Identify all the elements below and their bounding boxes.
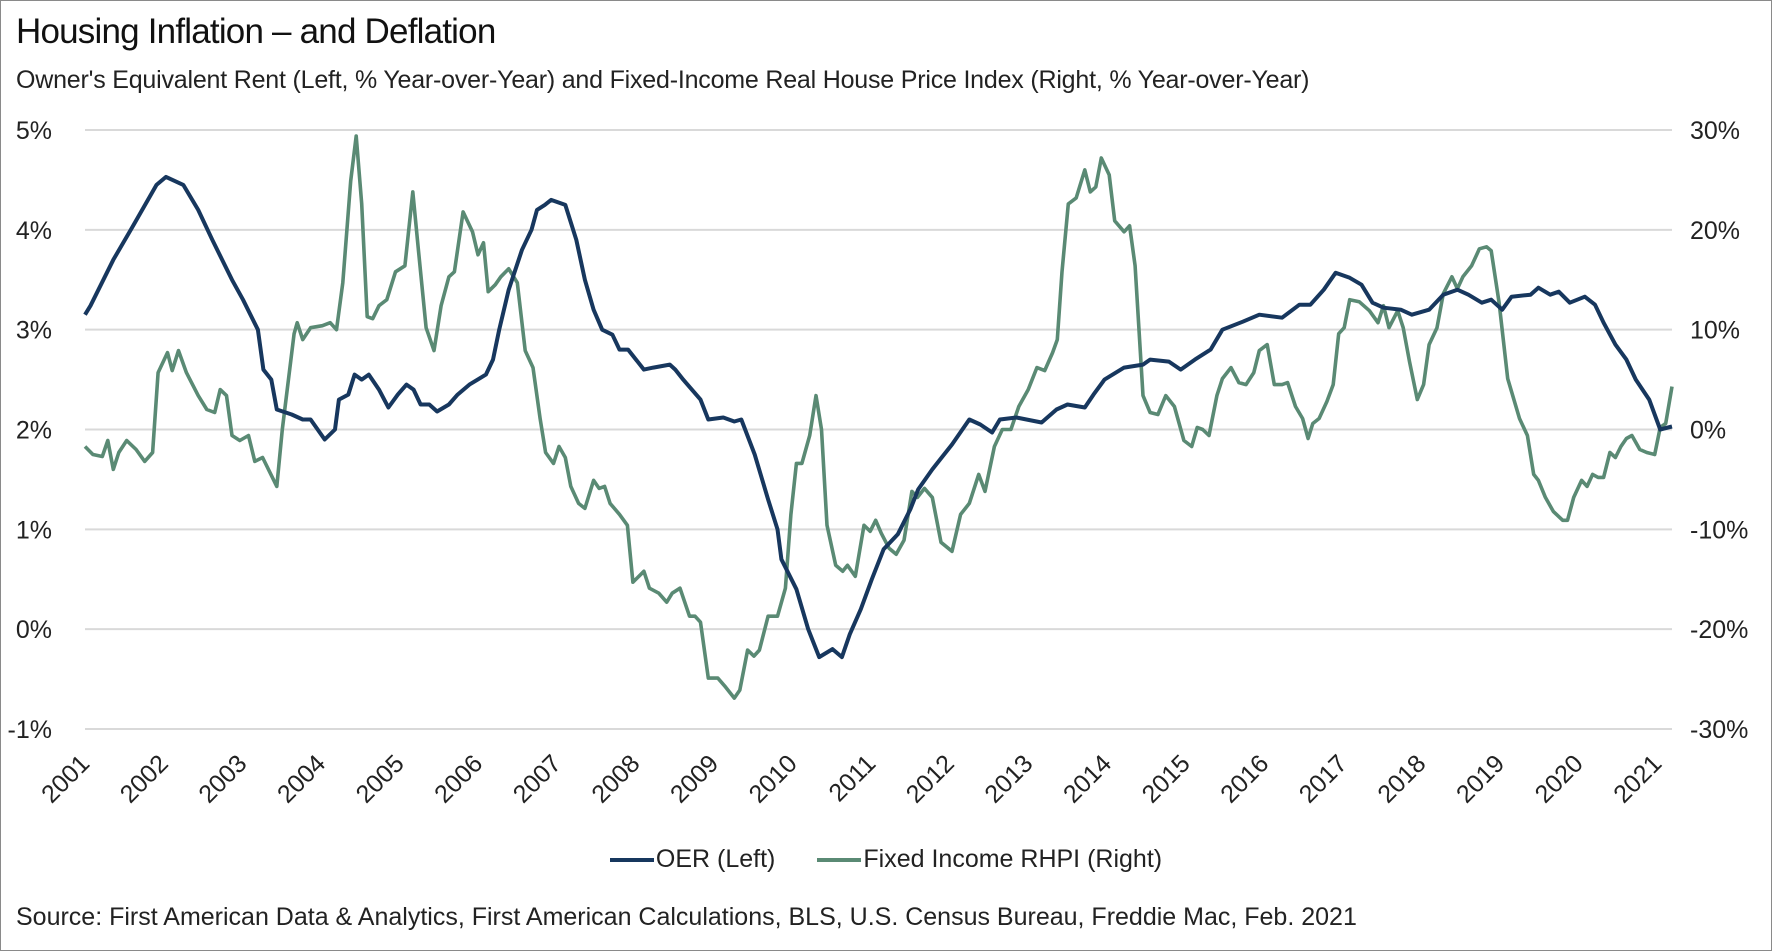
x-tick-label: 2002 xyxy=(115,749,174,808)
y-right-tick-label: -30% xyxy=(1690,716,1748,744)
y-left-tick-label: 4% xyxy=(16,217,52,245)
x-tick-label: 2021 xyxy=(1608,749,1667,808)
x-tick-label: 2014 xyxy=(1058,749,1117,808)
legend: OER (Left) Fixed Income RHPI (Right) xyxy=(0,845,1772,874)
x-tick-label: 2001 xyxy=(36,749,95,808)
y-left-tick-label: 3% xyxy=(16,317,52,345)
x-tick-label: 2005 xyxy=(351,749,410,808)
x-tick-label: 2017 xyxy=(1294,749,1353,808)
y-left-tick-label: 1% xyxy=(16,516,52,544)
x-tick-label: 2019 xyxy=(1451,749,1510,808)
legend-swatch-rhpi xyxy=(817,857,862,862)
rhpi-series-line xyxy=(83,134,1674,700)
y-right-tick-label: 10% xyxy=(1690,317,1740,345)
legend-swatch-oer xyxy=(609,857,654,862)
y-left-tick-label: 5% xyxy=(16,117,52,145)
legend-label-rhpi: Fixed Income RHPI (Right) xyxy=(863,845,1163,873)
y-left-tick-label: 2% xyxy=(16,417,52,445)
y-right-tick-label: 30% xyxy=(1690,117,1740,145)
oer-series-line xyxy=(83,174,1673,660)
x-tick-label: 2009 xyxy=(665,749,724,808)
x-tick-label: 2020 xyxy=(1530,749,1589,808)
x-tick-label: 2010 xyxy=(744,749,803,808)
x-tick-label: 2003 xyxy=(193,749,252,808)
x-tick-label: 2016 xyxy=(1215,749,1274,808)
x-tick-label: 2015 xyxy=(1137,749,1196,808)
y-right-tick-label: -10% xyxy=(1690,516,1748,544)
legend-label-oer: OER (Left) xyxy=(655,845,776,873)
y-left-tick-label: -1% xyxy=(8,716,52,744)
x-tick-label: 2004 xyxy=(272,749,331,808)
y-left-tick-label: 0% xyxy=(16,616,52,644)
x-tick-label: 2012 xyxy=(901,749,960,808)
legend-item-rhpi: Fixed Income RHPI (Right) xyxy=(817,845,1162,874)
chart-subtitle: Owner's Equivalent Rent (Left, % Year-ov… xyxy=(16,66,1310,94)
x-tick-label: 2007 xyxy=(508,749,567,808)
source-note: Source: First American Data & Analytics,… xyxy=(16,903,1357,931)
x-tick-label: 2011 xyxy=(823,749,881,807)
chart-title: Housing Inflation – and Deflation xyxy=(16,12,496,51)
x-tick-label: 2013 xyxy=(979,749,1038,808)
legend-item-oer: OER (Left) xyxy=(609,845,776,874)
x-tick-label: 2008 xyxy=(586,749,645,808)
y-right-tick-label: -20% xyxy=(1690,616,1748,644)
x-tick-label: 2018 xyxy=(1372,749,1431,808)
y-right-tick-label: 20% xyxy=(1690,217,1740,245)
y-right-tick-label: 0% xyxy=(1690,417,1726,445)
x-tick-label: 2006 xyxy=(429,749,488,808)
